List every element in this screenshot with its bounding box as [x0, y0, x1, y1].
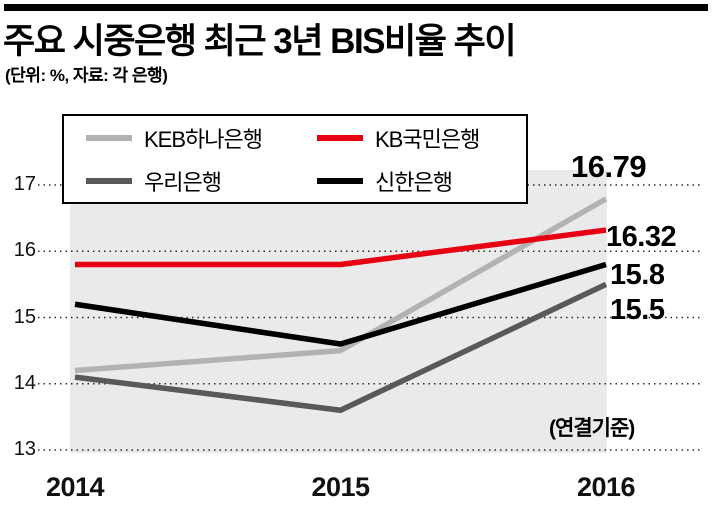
ytick-label-15: 15: [13, 305, 36, 328]
legend-label-shinhan: 신한은행: [375, 169, 453, 195]
xtick-label-2015: 2015: [311, 472, 370, 502]
page-title: 주요 시중은행 최근 3년 BIS비율 추이: [3, 22, 517, 61]
end-label-shinhan: 15.8: [610, 259, 665, 291]
legend-item-shinhan: 신한은행: [295, 159, 526, 202]
legend-line-swatch-keb-hana: [86, 134, 132, 141]
xtick-label-2016: 2016: [576, 472, 636, 502]
legend-item-woori: 우리은행: [64, 159, 295, 202]
legend-label-kb-kookmin: KB국민은행: [375, 126, 480, 152]
series-line-kb-kookmin: [75, 227, 607, 268]
legend-label-woori: 우리은행: [144, 169, 222, 195]
series-line-woori: [74, 281, 608, 413]
ytick-label-16: 16: [13, 239, 36, 262]
legend-label-keb-hana: KEB하나은행: [144, 126, 263, 152]
plot-background: [70, 170, 607, 453]
legend-line-swatch-woori: [86, 177, 132, 184]
ytick-label-14: 14: [13, 371, 36, 394]
end-label-keb-hana: 16.79: [571, 149, 647, 184]
basis-note: (연결기준): [549, 417, 635, 440]
ytick-label-13: 13: [13, 438, 36, 460]
ytick-label-17: 17: [13, 173, 36, 195]
legend-item-kb-kookmin: KB국민은행: [295, 116, 526, 159]
legend-line-swatch-kb-kookmin: [317, 134, 363, 141]
series-line-keb-hana: [74, 196, 608, 374]
end-label-woori: 15.5: [610, 294, 665, 326]
xtick-label-2014: 2014: [45, 472, 105, 502]
top-rule: [4, 4, 708, 11]
legend-item-keb-hana: KEB하나은행: [64, 116, 295, 159]
end-label-kb-kookmin: 16.32: [606, 221, 677, 253]
series-line-shinhan: [74, 261, 607, 347]
unit-source-note: (단위: %, 자료: 각 은행): [5, 66, 168, 85]
legend-line-swatch-shinhan: [317, 177, 363, 184]
